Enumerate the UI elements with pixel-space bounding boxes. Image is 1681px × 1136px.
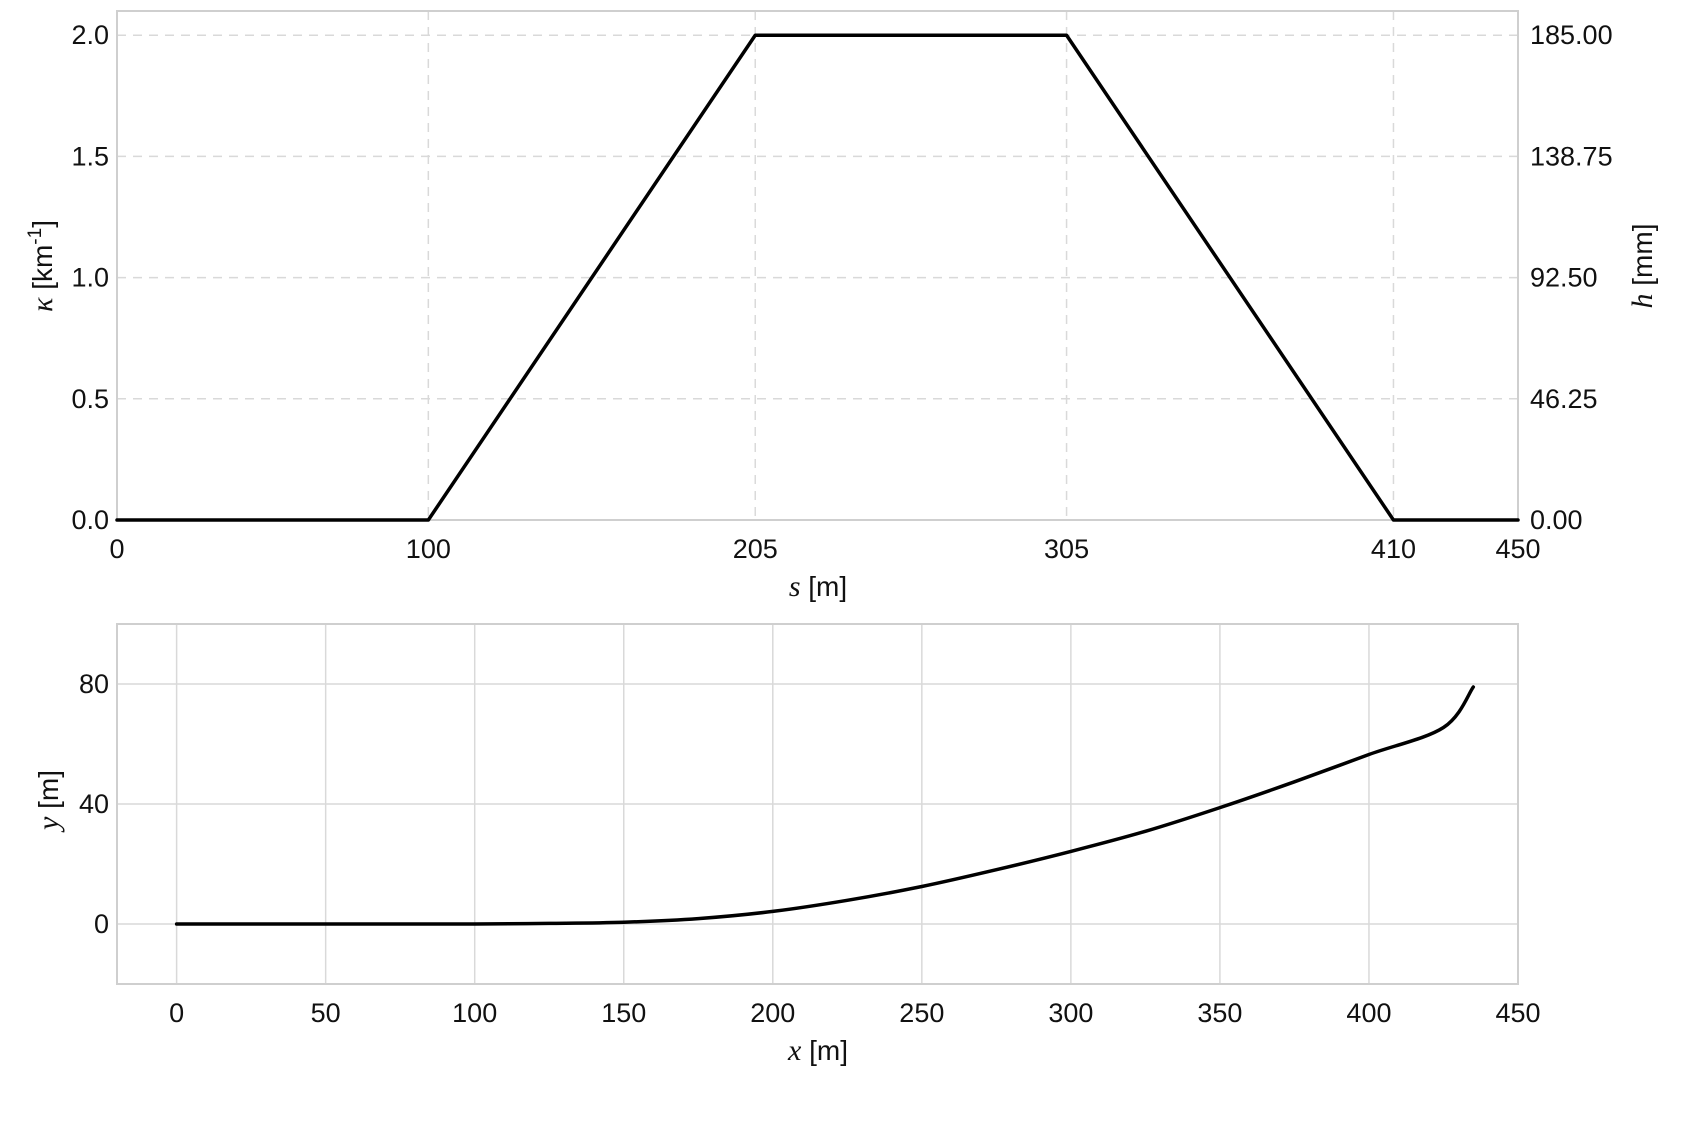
bot-x-tick-label: 350 <box>1197 998 1242 1028</box>
top-x-tick-label: 0 <box>109 534 124 564</box>
alignment-series-line <box>174 685 1476 926</box>
bottom-x-tick-labels: 0 50 100 150 200 250 300 350 400 450 <box>169 998 1540 1028</box>
top-y2-tick-label: 185.00 <box>1530 20 1613 50</box>
top-y-tick-labels: 0.0 0.5 1.0 1.5 2.0 <box>71 20 109 535</box>
top-grid <box>117 11 1518 520</box>
top-plot-frame <box>116 10 1519 521</box>
top-y-axis-label: κ [km-1] <box>25 220 59 312</box>
bottom-y-axis-label: y [m] <box>32 770 65 833</box>
top-x-tick-label: 410 <box>1371 534 1416 564</box>
bottom-plot-frame <box>116 623 1519 985</box>
curvature-chart: 0 100 205 305 410 450 0.0 0.5 1.0 1.5 2.0 0.00 46.… <box>25 10 1659 603</box>
top-x-tick-label: 205 <box>733 534 778 564</box>
curvature-series-line <box>115 33 1520 522</box>
bot-y-tick-label: 0 <box>94 909 109 939</box>
top-x-tick-label: 305 <box>1044 534 1089 564</box>
bottom-grid <box>117 624 1518 984</box>
bot-x-tick-label: 50 <box>311 998 341 1028</box>
bot-y-tick-label: 80 <box>79 669 109 699</box>
top-y-tick-label: 1.0 <box>71 263 109 293</box>
top-x-axis-label: s [m] <box>789 570 847 603</box>
bot-y-tick-label: 40 <box>79 789 109 819</box>
top-y2-tick-label: 92.50 <box>1530 263 1598 293</box>
top-y2-tick-label: 138.75 <box>1530 141 1613 171</box>
bot-x-tick-label: 0 <box>169 998 184 1028</box>
bot-x-tick-label: 450 <box>1495 998 1540 1028</box>
bot-x-tick-label: 100 <box>452 998 497 1028</box>
top-y-tick-label: 0.0 <box>71 505 109 535</box>
bot-x-tick-label: 150 <box>601 998 646 1028</box>
top-x-tick-label: 450 <box>1495 534 1540 564</box>
bottom-y-tick-labels: 0 40 80 <box>79 669 109 939</box>
top-y-tick-label: 2.0 <box>71 20 109 50</box>
top-y2-tick-label: 46.25 <box>1530 384 1598 414</box>
top-y2-axis-label: h [mm] <box>1626 224 1659 309</box>
bottom-x-axis-label: x [m] <box>787 1034 848 1067</box>
top-y2-tick-label: 0.00 <box>1530 505 1583 535</box>
top-x-tick-label: 100 <box>406 534 451 564</box>
bot-x-tick-label: 250 <box>899 998 944 1028</box>
top-y-tick-label: 1.5 <box>71 141 109 171</box>
top-y2-tick-labels: 0.00 46.25 92.50 138.75 185.00 <box>1530 20 1613 535</box>
bot-x-tick-label: 200 <box>750 998 795 1028</box>
bot-x-tick-label: 300 <box>1048 998 1093 1028</box>
top-y-tick-label: 0.5 <box>71 384 109 414</box>
top-x-tick-labels: 0 100 205 305 410 450 <box>109 534 1540 564</box>
bot-x-tick-label: 400 <box>1346 998 1391 1028</box>
